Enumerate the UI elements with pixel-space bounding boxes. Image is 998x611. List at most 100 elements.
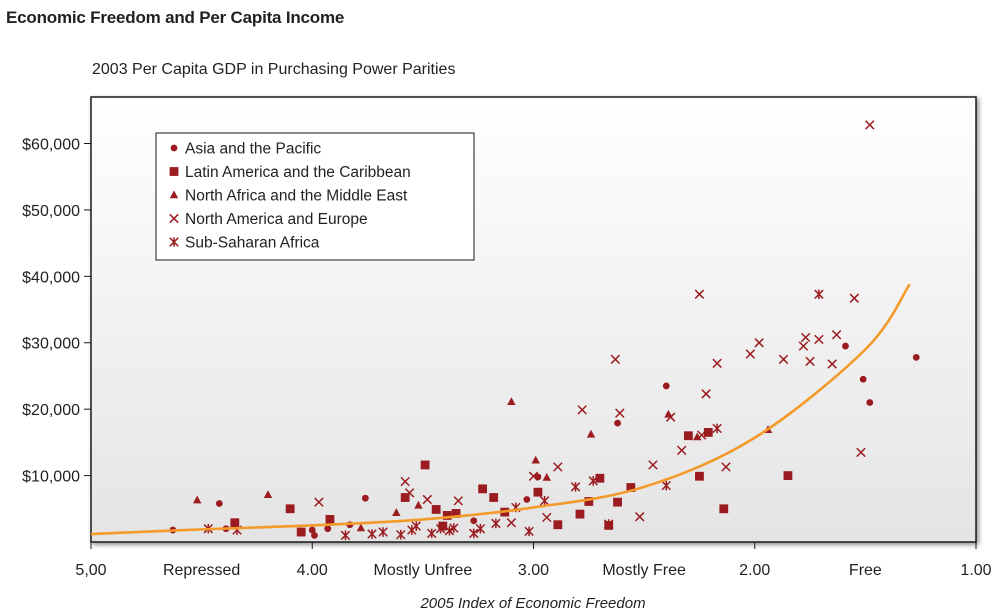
data-point-asterisk [469,528,479,539]
data-point-square [595,473,605,483]
data-point-circle [470,517,478,525]
y-tick-label: $30,000 [22,336,80,353]
data-point-x [778,354,789,365]
x-axis: 5,00 Repressed 4.00 Mostly Unfree 3.00 Mostly… [75,542,992,579]
data-point-square [285,504,295,514]
legend-entry: Latin America and the Caribbean [185,164,411,181]
x-tick-label: Repressed [163,562,240,579]
data-point-asterisk [712,423,722,434]
data-point-asterisk [491,518,501,529]
data-point-triangle [507,397,516,406]
data-point-asterisk [475,523,486,534]
data-point-asterisk [340,530,351,541]
data-point-x [677,445,687,456]
legend-entry: North America and Europe [185,211,368,228]
legend-entry: North Africa and the Middle East [185,188,408,205]
data-point-square [553,520,563,530]
data-point-triangle [356,523,366,532]
data-point-square [613,497,622,507]
data-point-circle [912,353,920,361]
data-point-asterisk [426,528,437,539]
data-point-triangle [263,490,273,499]
data-point-square [584,497,594,506]
data-point-square [575,509,585,519]
data-point-circle [215,500,223,507]
legend-marker-asterisk [169,237,179,247]
x-axis-label: 2005 Index of Economic Freedom [419,595,645,611]
data-point-square [400,493,410,502]
data-point-square [703,428,713,437]
legend-entry: Asia and the Pacific [185,141,321,158]
data-point-asterisk [449,523,459,533]
data-point-circle [859,375,867,383]
data-point-asterisk [539,496,550,506]
y-axis: $10,000 $20,000 $30,000 $40,000 $50,000 $60,0… [22,136,91,486]
data-point-x [721,462,731,472]
x-tick-label: 5,00 [75,562,106,579]
data-point-square [431,505,441,514]
data-point-x [610,354,621,365]
data-point-circle [324,525,332,533]
data-point-x [506,518,517,528]
data-point-x [701,389,711,399]
data-point-triangle [193,495,202,504]
data-point-square [626,483,636,492]
data-point-x [542,512,552,523]
data-point-x [814,334,824,345]
data-point-asterisk [570,482,581,492]
data-point-x [754,338,764,348]
chart-subtitle: 2003 Per Capita GDP in Purchasing Power … [92,61,456,78]
legend-box [155,132,475,261]
x-tick-label: Mostly Unfree [374,562,473,579]
data-point-asterisk [396,529,406,540]
data-point-triangle [392,508,401,516]
data-point-asterisk [524,526,534,537]
data-point-asterisk [603,519,614,529]
data-point-x [615,408,625,418]
data-point-triangle [664,409,673,418]
data-point-square [695,471,704,481]
data-point-x [798,341,809,351]
data-point-circle [842,342,849,350]
data-point-x [422,494,433,505]
data-point-x [856,447,866,458]
chart-title: Economic Freedom and Per Capita Income [6,8,345,27]
data-point-square [420,460,430,470]
data-point-triangle [542,472,551,481]
legend-marker-square [169,167,179,176]
data-point-circle [523,496,531,503]
data-point-asterisk [814,289,824,300]
y-tick-label: $50,000 [22,203,80,220]
data-point-triangle [531,455,540,464]
data-point-x [400,476,410,487]
x-tick-label: Free [849,562,882,579]
data-point-asterisk [378,527,388,537]
x-tick-label: 3.00 [518,562,549,579]
data-point-x [648,460,658,470]
y-tick-label: $60,000 [22,136,80,153]
legend-entry: Sub-Saharan Africa [185,235,320,252]
data-point-x [849,293,860,303]
data-point-x [800,332,811,343]
legend-marker-x [169,213,179,224]
data-point-x [696,430,707,440]
data-point-asterisk [588,476,598,486]
data-point-x [831,330,842,340]
data-point-asterisk [444,525,455,536]
data-point-asterisk [367,529,377,539]
data-point-square [719,504,729,514]
y-tick-label: $10,000 [22,469,80,486]
y-tick-label: $20,000 [22,402,80,419]
data-point-circle [361,494,369,502]
data-point-x [577,405,587,415]
data-point-square [478,484,488,494]
data-point-x [404,488,415,498]
data-point-circle [308,526,316,534]
data-point-x [453,496,464,506]
data-point-square [230,518,240,528]
data-point-asterisk [411,521,421,531]
data-point-square [296,527,306,537]
data-point-x [712,358,722,369]
data-point-square [325,515,335,524]
